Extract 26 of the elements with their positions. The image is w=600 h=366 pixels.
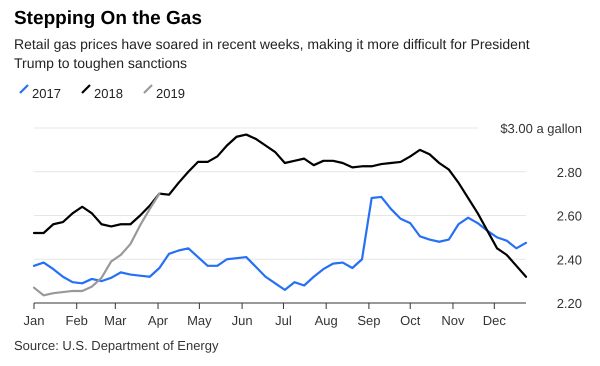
x-tick-label: Mar (104, 313, 128, 328)
x-tick-label: Jun (232, 313, 253, 328)
legend-label: 2017 (32, 86, 61, 101)
x-tick-label: Dec (482, 313, 506, 328)
chart-subtitle: Retail gas prices have soared in recent weeks, making it more difficult for President Trump to toughen sanctions (14, 36, 530, 71)
y-tick-label: 2.20 (556, 296, 582, 311)
line-series (32, 192, 161, 296)
x-tick-label: Aug (314, 313, 338, 328)
x-tick-label: Jul (275, 313, 292, 328)
x-tick-label: Apr (148, 313, 169, 328)
y-tick-label: 2.80 (556, 164, 582, 180)
legend-label: 2019 (156, 86, 185, 101)
line-series (32, 133, 528, 278)
source-note: Source: U.S. Department of Energy (14, 338, 219, 353)
x-tick-label: Jan (24, 313, 44, 328)
x-tick-label: Feb (66, 313, 88, 328)
legend-label: 2018 (94, 86, 123, 101)
x-tick-label: May (187, 313, 212, 328)
y-tick-label: 2.60 (556, 208, 582, 224)
line-series (32, 196, 528, 291)
chart-title: Stepping On the Gas (14, 8, 202, 29)
x-tick-label: Nov (441, 313, 466, 328)
x-tick-label: Oct (400, 313, 421, 328)
y-tick-label: 2.40 (556, 252, 582, 268)
x-tick-label: Sep (357, 313, 380, 328)
y-tick-label: $3.00 a gallon (500, 121, 582, 136)
